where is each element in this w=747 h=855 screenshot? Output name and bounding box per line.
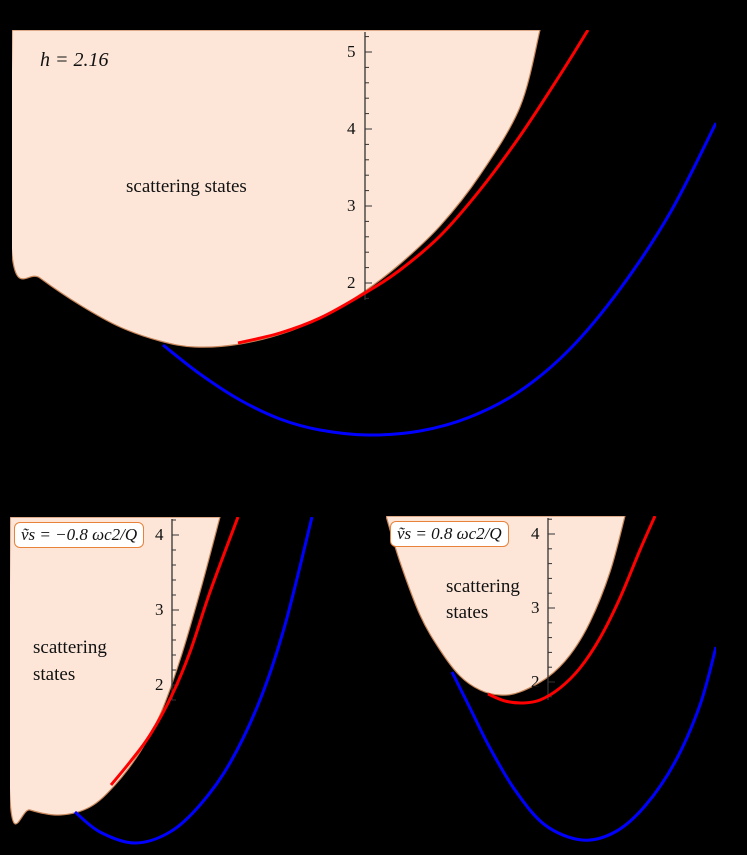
scattering-states-label: scattering states <box>126 176 247 197</box>
scattering-region <box>12 30 541 348</box>
velocity-legend: ṽs = 0.8 ωc2/Q <box>390 521 509 547</box>
y-tick-label: 2 <box>531 672 540 691</box>
panel-top <box>12 30 716 437</box>
y-tick-label: 4 <box>347 119 356 138</box>
y-tick-label: 3 <box>531 598 540 617</box>
blue-branch-curve <box>450 646 716 842</box>
scattering-label-line2: states <box>446 602 489 623</box>
y-tick-label: 2 <box>155 675 164 694</box>
field-annotation: h = 2.16 <box>40 49 109 71</box>
red-branch-curve <box>109 517 240 786</box>
red-branch-curve <box>487 516 657 705</box>
scattering-region <box>10 517 221 825</box>
y-tick-label: 2 <box>347 273 356 292</box>
velocity-legend: ṽs = −0.8 ωc2/Q <box>14 522 145 548</box>
scattering-label-line2: states <box>33 664 76 685</box>
y-tick-label: 4 <box>155 525 164 544</box>
y-tick-label: 3 <box>347 196 356 215</box>
y-axis <box>364 32 372 300</box>
y-tick-label: 3 <box>155 600 164 619</box>
scattering-region <box>386 516 626 696</box>
blue-branch-curve <box>74 517 314 845</box>
scattering-label-line1: scattering <box>33 637 107 658</box>
panel-bottom-left <box>10 517 314 845</box>
y-axis <box>547 518 555 700</box>
y-tick-label: 5 <box>347 42 356 61</box>
scattering-label-line1: scattering <box>446 576 520 597</box>
panel-bottom-right <box>386 516 716 842</box>
blue-branch-curve <box>162 122 716 437</box>
y-tick-label: 4 <box>531 524 540 543</box>
red-branch-curve <box>237 30 590 345</box>
y-axis <box>171 519 179 701</box>
